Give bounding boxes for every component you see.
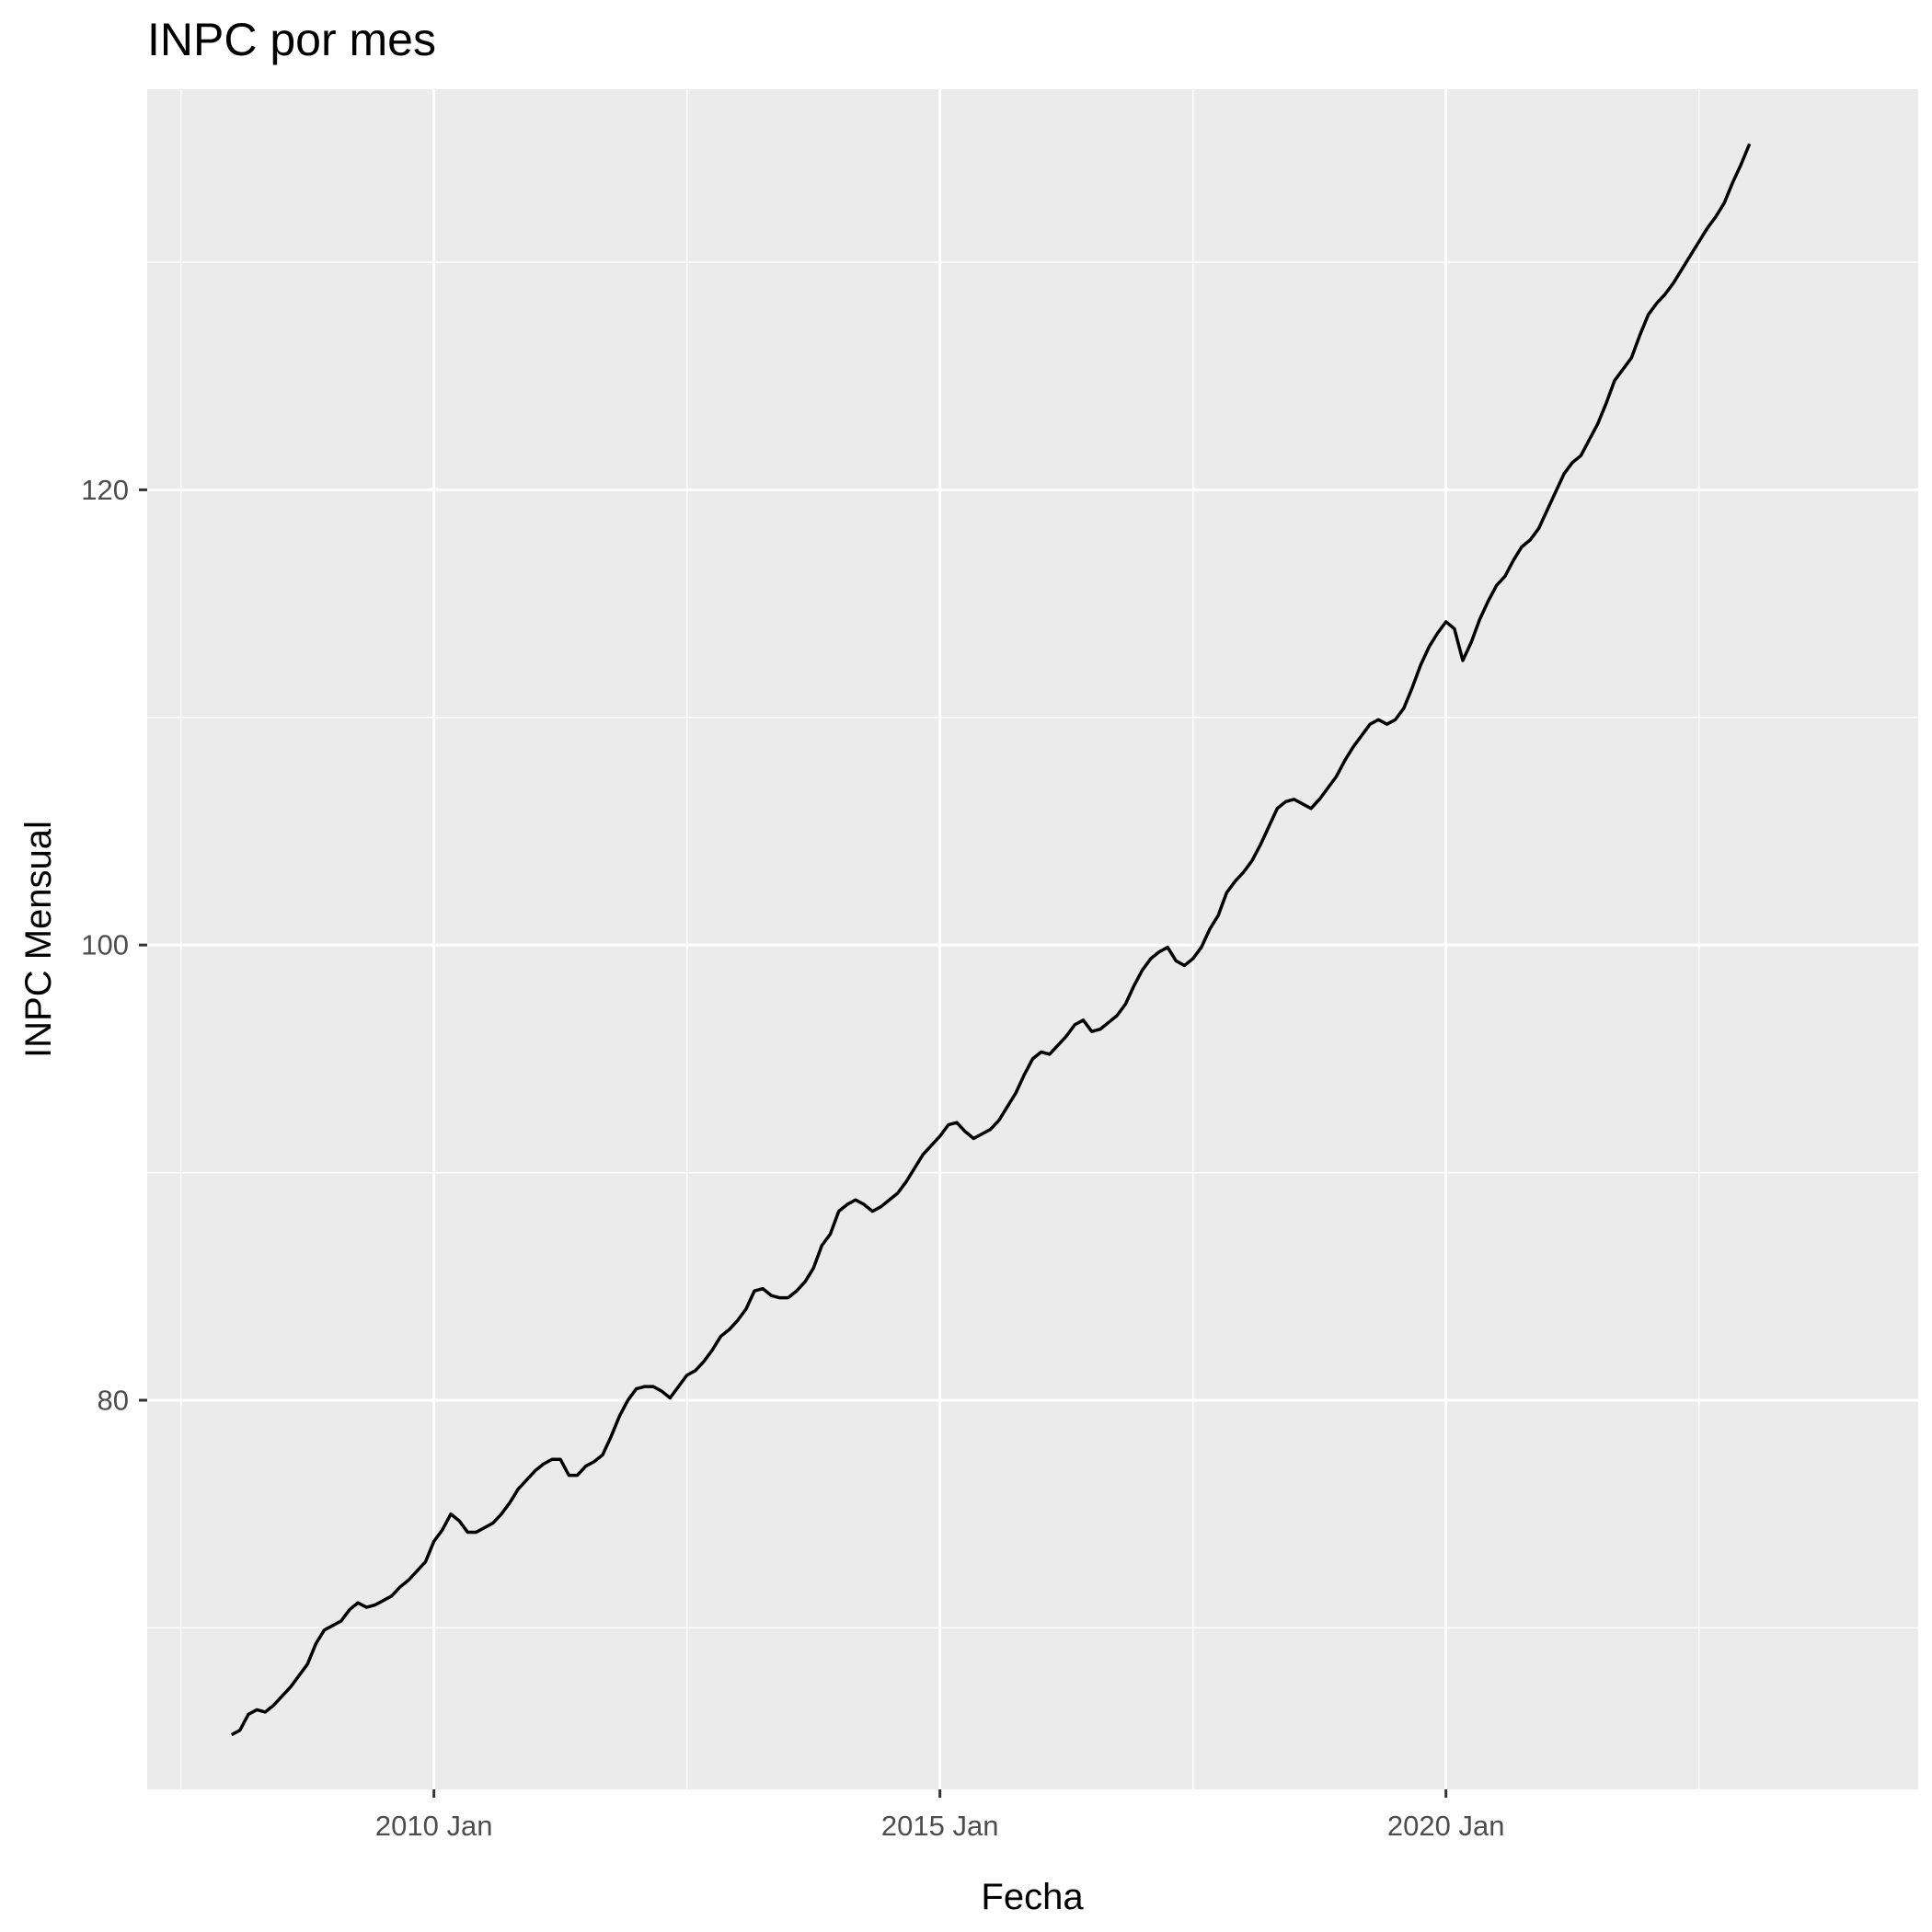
chart-title: INPC por mes (147, 14, 436, 65)
y-tick-label-120: 120 (81, 474, 129, 506)
y-axis-tick-labels: 80 100 120 (81, 474, 129, 1417)
axis-ticks (139, 488, 1448, 1798)
x-tick-label-2010: 2010 Jan (375, 1810, 493, 1842)
x-axis-tick-labels: 2010 Jan 2015 Jan 2020 Jan (375, 1810, 1505, 1842)
major-gridlines (147, 89, 1918, 1789)
minor-gridlines (147, 89, 1918, 1789)
x-axis-title: Fecha (981, 1877, 1084, 1917)
plot-panel (147, 89, 1918, 1789)
y-tick-label-100: 100 (81, 929, 129, 961)
x-tick-label-2015: 2015 Jan (881, 1810, 999, 1842)
inpc-series-line (230, 143, 1752, 1737)
x-tick-label-2020: 2020 Jan (1387, 1810, 1505, 1842)
y-tick-label-80: 80 (98, 1384, 129, 1416)
y-axis-title: INPC Mensual (18, 821, 59, 1058)
